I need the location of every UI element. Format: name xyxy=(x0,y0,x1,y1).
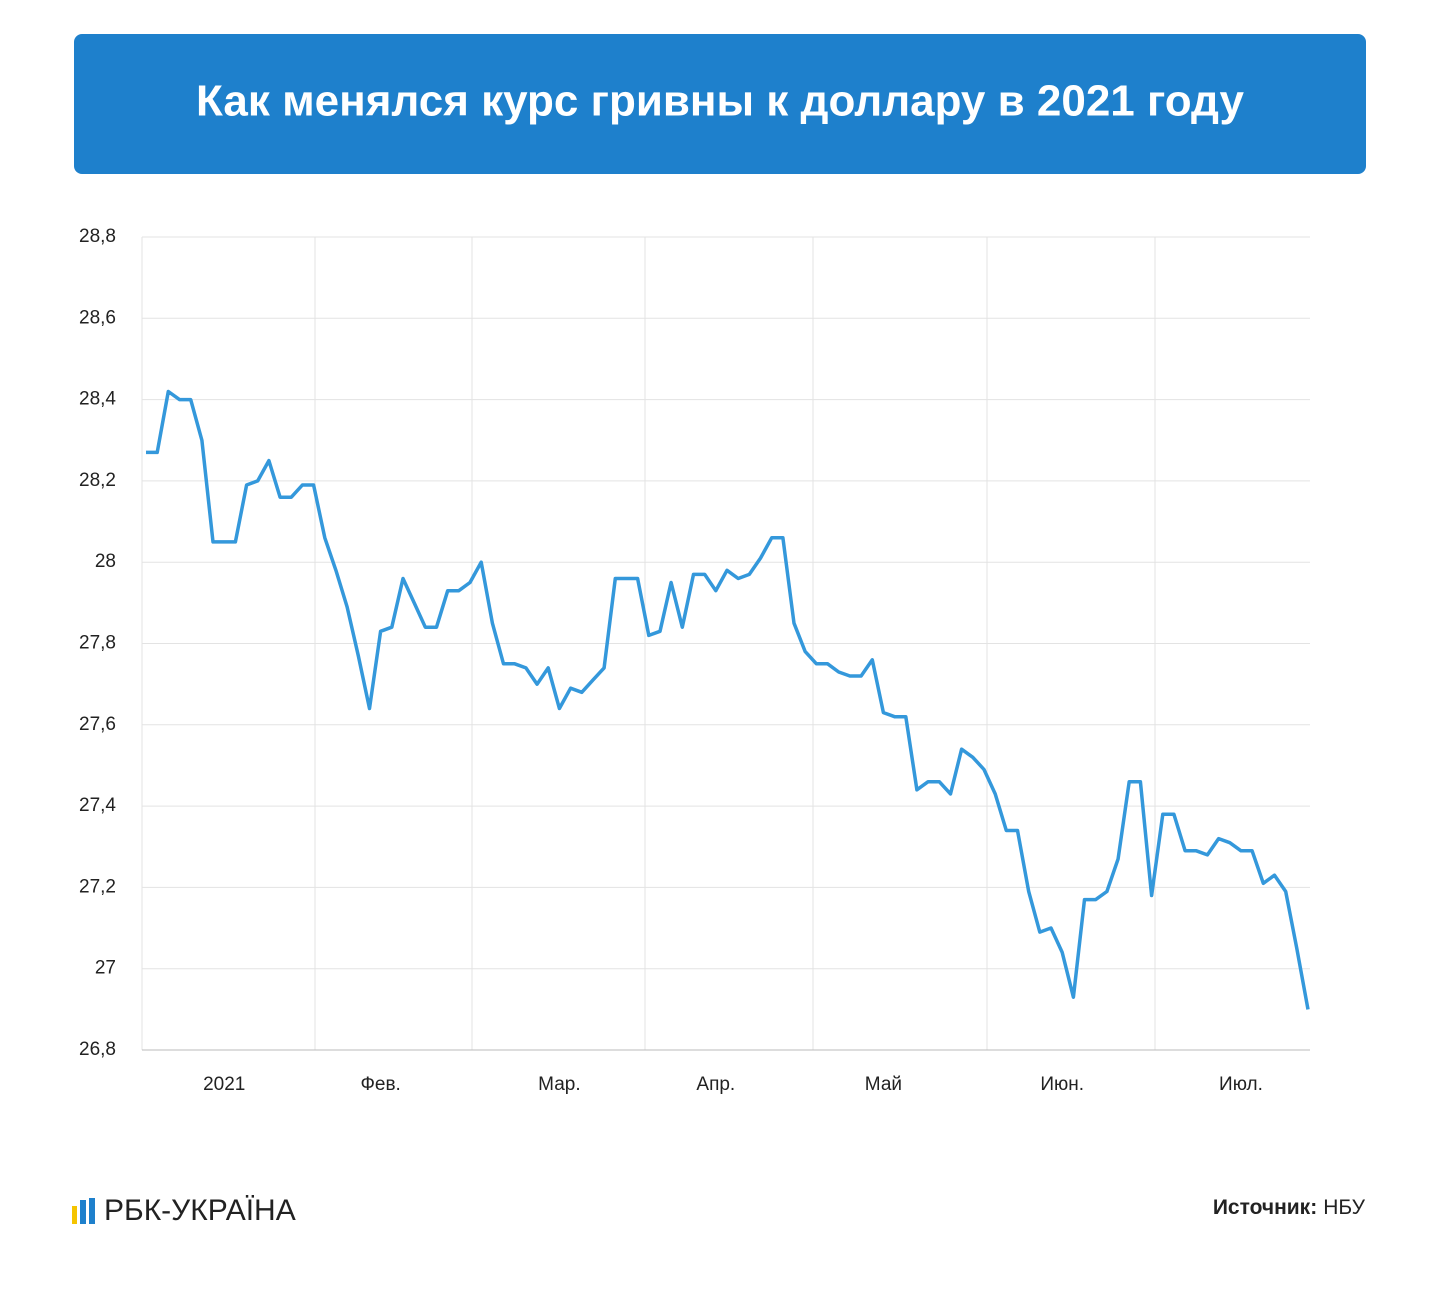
source: Источник: НБУ xyxy=(1213,1196,1366,1219)
y-tick-label: 28,4 xyxy=(79,389,116,410)
y-tick-label: 27,2 xyxy=(79,876,116,897)
source-label: Источник: xyxy=(1213,1196,1317,1219)
y-tick-label: 28,2 xyxy=(79,470,116,491)
x-tick-label: Апр. xyxy=(696,1074,735,1095)
data-line xyxy=(146,389,1310,1010)
y-tick-label: 27,8 xyxy=(79,633,116,654)
y-tick-label: 26,8 xyxy=(79,1039,116,1060)
y-tick-label: 28,6 xyxy=(79,307,116,328)
logo-bar xyxy=(72,1206,77,1224)
logo-bar xyxy=(89,1198,95,1224)
x-tick-label: 2021 xyxy=(203,1074,245,1095)
y-tick-label: 27,6 xyxy=(79,714,116,735)
x-tick-label: Мар. xyxy=(538,1074,580,1095)
y-tick-label: 28 xyxy=(95,551,116,572)
title-box xyxy=(74,34,1366,174)
y-tick-label: 27,4 xyxy=(79,795,116,816)
x-tick-label: Фев. xyxy=(360,1074,400,1095)
source-value: НБУ xyxy=(1323,1196,1365,1219)
logo-bar xyxy=(80,1200,86,1224)
x-tick-label: Июл. xyxy=(1219,1074,1263,1095)
chart-title: Как менялся курс гривны к доллару в 2021… xyxy=(196,77,1244,126)
logo-icon xyxy=(72,1198,95,1224)
x-tick-label: Май xyxy=(865,1074,902,1095)
y-tick-label: 27 xyxy=(95,958,116,979)
y-tick-label: 28,8 xyxy=(79,226,116,247)
x-tick-label: Июн. xyxy=(1040,1074,1084,1095)
logo-text: РБК-УКРАЇНА xyxy=(104,1194,296,1227)
plot: 26,8 27 27,2 27,4 27,6 27,8 28 28,2 28,4 28,6 28,8… xyxy=(79,226,1310,1095)
